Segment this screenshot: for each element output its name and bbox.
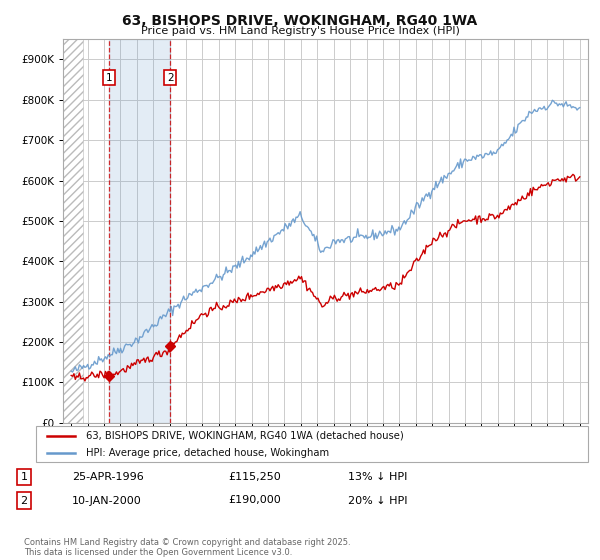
Bar (109, 39, 170, 423)
Text: 20% ↓ HPI: 20% ↓ HPI (348, 496, 407, 506)
Text: 1: 1 (106, 73, 113, 82)
FancyBboxPatch shape (36, 426, 588, 462)
Text: 2: 2 (20, 496, 28, 506)
Text: 25-APR-1996: 25-APR-1996 (72, 472, 144, 482)
Text: 1: 1 (20, 472, 28, 482)
Text: 10-JAN-2000: 10-JAN-2000 (72, 496, 142, 506)
Text: 2: 2 (167, 73, 173, 82)
Text: 63, BISHOPS DRIVE, WOKINGHAM, RG40 1WA (detached house): 63, BISHOPS DRIVE, WOKINGHAM, RG40 1WA (… (86, 431, 403, 441)
Text: Contains HM Land Registry data © Crown copyright and database right 2025.
This d: Contains HM Land Registry data © Crown c… (24, 538, 350, 557)
Text: £190,000: £190,000 (228, 496, 281, 506)
Text: 13% ↓ HPI: 13% ↓ HPI (348, 472, 407, 482)
Text: £115,250: £115,250 (228, 472, 281, 482)
Text: HPI: Average price, detached house, Wokingham: HPI: Average price, detached house, Woki… (86, 448, 329, 458)
Text: Price paid vs. HM Land Registry's House Price Index (HPI): Price paid vs. HM Land Registry's House … (140, 26, 460, 36)
Text: 63, BISHOPS DRIVE, WOKINGHAM, RG40 1WA: 63, BISHOPS DRIVE, WOKINGHAM, RG40 1WA (122, 14, 478, 28)
